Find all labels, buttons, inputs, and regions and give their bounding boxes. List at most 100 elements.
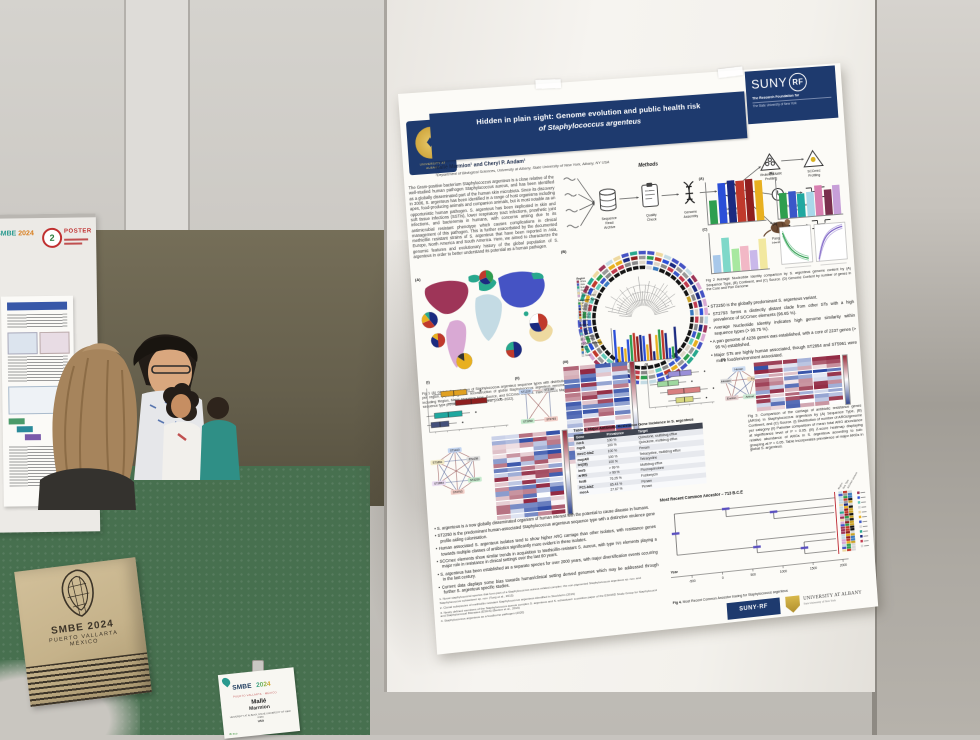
neighbor-poster-title xyxy=(7,302,67,311)
year-axis-label: Year xyxy=(671,570,679,575)
ring-segment xyxy=(631,258,638,259)
ring-segment xyxy=(661,362,666,364)
ring-segment xyxy=(676,280,680,285)
tip-annotation-cell xyxy=(842,544,846,547)
bar xyxy=(814,185,824,216)
ring-segment xyxy=(701,317,702,324)
methods-label: Methods xyxy=(638,161,658,168)
legend-swatch xyxy=(580,327,582,330)
board-header-line xyxy=(64,242,82,244)
tip-annotation-cell xyxy=(838,494,842,497)
legend-swatch xyxy=(581,338,583,341)
bar xyxy=(754,180,765,220)
tip-annotation-cell xyxy=(847,546,851,549)
year-tick-label: 2000 xyxy=(840,563,847,568)
fig3-panel-iii-label: (iii) xyxy=(563,360,569,364)
legend-swatch xyxy=(578,305,580,308)
tip-annotation-cell xyxy=(846,533,850,536)
tip-annotation-cell xyxy=(849,510,853,513)
pie-slice xyxy=(513,341,522,358)
network-edge xyxy=(526,392,528,422)
legend-swatch xyxy=(582,351,584,354)
tip-annotation-cell xyxy=(845,523,849,526)
legend-swatch xyxy=(579,319,581,322)
methods-step-label: Assembly xyxy=(684,214,699,219)
ring-segment xyxy=(595,326,596,332)
ring-segment xyxy=(686,269,691,275)
legend-swatch xyxy=(580,332,582,335)
mrca-legend-label xyxy=(861,497,866,498)
inset-bar xyxy=(646,344,649,360)
bar xyxy=(713,254,722,273)
year-axis xyxy=(671,559,849,578)
mrca-legend-swatch xyxy=(859,516,862,519)
year-tick-label: 1500 xyxy=(810,566,817,571)
clipboard-icon xyxy=(646,183,652,187)
ring-segment xyxy=(696,317,697,323)
ring-segment xyxy=(704,325,706,332)
mrca-legend-label xyxy=(860,492,865,493)
arrow xyxy=(578,193,594,204)
year-tick-label: 500 xyxy=(750,573,756,577)
poster-title-bar: Hidden in plain sight: Genome evolution … xyxy=(429,91,747,161)
mrca-legend-label xyxy=(861,506,866,507)
presenter: BUBM xyxy=(120,215,480,735)
ring-segment xyxy=(612,270,618,273)
ring-segment xyxy=(669,362,674,365)
ring-segment xyxy=(701,334,704,341)
arrow xyxy=(781,159,804,161)
right-wall xyxy=(872,0,980,735)
dendrogram-branch xyxy=(638,276,641,305)
legend-group-title: Source xyxy=(580,322,589,327)
tip-annotation-cell xyxy=(850,520,854,523)
tip-annotation-cell xyxy=(847,549,851,552)
fig3-panel-ii-label: (ii) xyxy=(515,376,520,380)
ring-segment xyxy=(692,275,696,281)
badge-smbe-logo: SMBE 2024 PUERTO VALLARTA · MÉXICO xyxy=(231,672,277,698)
ring-segment xyxy=(685,337,688,342)
tip-annotation-cell xyxy=(844,508,848,511)
tip-annotation-cell xyxy=(851,546,855,549)
ring-segment xyxy=(687,358,692,364)
fig2-panel-d-label: (D) xyxy=(772,222,777,226)
tip-annotation-cell xyxy=(851,543,855,546)
tree-branch xyxy=(757,532,836,540)
ring-segment xyxy=(647,262,653,264)
ring-segment xyxy=(664,256,671,260)
ring-segment xyxy=(693,350,698,356)
tip-annotation-cell xyxy=(845,518,849,521)
tip-annotation-cell xyxy=(841,529,845,532)
tip-annotation-cell xyxy=(850,518,854,521)
legend-swatch xyxy=(579,308,581,311)
core-pan-curves-svg xyxy=(778,220,849,270)
ring-segment xyxy=(693,285,696,291)
ring-segment xyxy=(682,343,686,348)
tip-annotation-cell xyxy=(841,536,845,539)
ring-segment xyxy=(632,263,638,264)
year-tick-label: -500 xyxy=(689,579,696,584)
legend-swatch xyxy=(579,314,581,317)
tape xyxy=(718,66,744,78)
ring-segment xyxy=(659,270,664,273)
ring-segment xyxy=(609,265,615,269)
network-node-label: Animal xyxy=(746,394,755,399)
legend-swatch xyxy=(577,292,579,295)
mrca-legend-label xyxy=(864,545,869,546)
network-edge xyxy=(730,369,741,398)
legend-swatch xyxy=(579,316,581,319)
mrca-legend-label xyxy=(862,511,867,512)
ring-segment xyxy=(695,324,697,330)
tip-annotation-cell xyxy=(843,493,847,496)
tip-annotation-cell xyxy=(845,521,849,524)
footer-suny-rf-logo: SUNY·RF xyxy=(727,597,781,619)
tip-annotation-cell xyxy=(841,531,845,534)
ring-segment xyxy=(688,279,692,285)
bar xyxy=(779,193,788,219)
tip-annotation-cell xyxy=(848,490,852,493)
tip-annotation-cell xyxy=(849,515,853,518)
read-icon xyxy=(567,224,579,228)
ring-segment xyxy=(606,274,611,278)
mrca-legend-swatch xyxy=(857,496,860,499)
tip-annotation-cell xyxy=(842,547,846,550)
